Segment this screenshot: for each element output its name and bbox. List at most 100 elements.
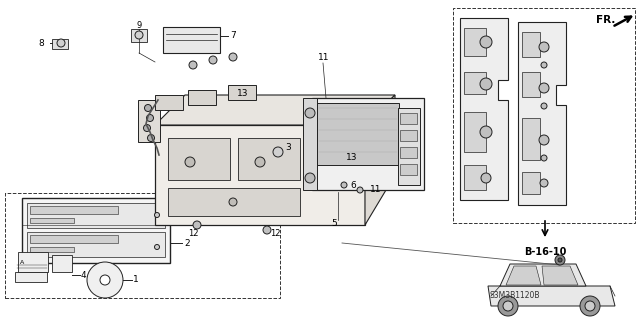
Circle shape bbox=[480, 126, 492, 138]
Text: 8: 8 bbox=[38, 39, 44, 48]
Text: 11: 11 bbox=[318, 54, 330, 63]
Circle shape bbox=[135, 31, 143, 39]
Circle shape bbox=[154, 212, 159, 218]
Circle shape bbox=[147, 135, 154, 142]
Circle shape bbox=[539, 83, 549, 93]
Circle shape bbox=[580, 296, 600, 316]
Polygon shape bbox=[365, 95, 395, 225]
Circle shape bbox=[57, 39, 65, 47]
Circle shape bbox=[503, 301, 513, 311]
Text: S3M3B1120B: S3M3B1120B bbox=[490, 291, 541, 300]
Text: 2: 2 bbox=[184, 239, 189, 248]
Circle shape bbox=[263, 226, 271, 234]
Circle shape bbox=[145, 105, 152, 112]
Bar bbox=[400, 147, 417, 158]
Text: 3: 3 bbox=[285, 144, 291, 152]
Bar bbox=[22, 198, 170, 263]
Text: 7: 7 bbox=[230, 32, 236, 41]
Text: 13: 13 bbox=[237, 88, 248, 98]
Text: 1: 1 bbox=[133, 276, 139, 285]
Circle shape bbox=[305, 108, 315, 118]
Circle shape bbox=[154, 244, 159, 249]
Text: 11: 11 bbox=[370, 186, 381, 195]
Circle shape bbox=[143, 124, 150, 131]
Bar bbox=[312, 98, 424, 190]
Bar bbox=[30, 206, 118, 214]
Bar bbox=[188, 90, 216, 105]
Circle shape bbox=[498, 296, 518, 316]
Circle shape bbox=[341, 182, 347, 188]
Circle shape bbox=[539, 42, 549, 52]
Bar bbox=[398, 108, 420, 185]
Bar bbox=[522, 72, 540, 97]
Polygon shape bbox=[303, 98, 317, 190]
Bar bbox=[52, 39, 68, 49]
Circle shape bbox=[147, 115, 154, 122]
Circle shape bbox=[541, 62, 547, 68]
Bar bbox=[400, 164, 417, 175]
Circle shape bbox=[193, 221, 201, 229]
Bar bbox=[163, 27, 220, 53]
Text: 13: 13 bbox=[346, 153, 358, 162]
Bar bbox=[30, 218, 74, 223]
Circle shape bbox=[87, 262, 123, 298]
Polygon shape bbox=[488, 286, 615, 306]
Bar bbox=[464, 28, 486, 56]
Circle shape bbox=[189, 61, 197, 69]
Circle shape bbox=[255, 157, 265, 167]
Circle shape bbox=[481, 173, 491, 183]
Circle shape bbox=[229, 53, 237, 61]
Polygon shape bbox=[500, 264, 586, 286]
Bar bbox=[131, 29, 147, 42]
Bar bbox=[522, 32, 540, 57]
Polygon shape bbox=[518, 22, 566, 205]
Bar bbox=[155, 95, 183, 110]
Bar bbox=[317, 103, 399, 165]
Circle shape bbox=[273, 147, 283, 157]
Text: FR.: FR. bbox=[596, 15, 616, 25]
Polygon shape bbox=[155, 95, 395, 125]
Bar bbox=[18, 252, 48, 272]
Circle shape bbox=[541, 103, 547, 109]
Text: A: A bbox=[20, 259, 24, 264]
Circle shape bbox=[480, 78, 492, 90]
Circle shape bbox=[585, 301, 595, 311]
Polygon shape bbox=[138, 100, 160, 142]
Circle shape bbox=[100, 275, 110, 285]
Bar bbox=[5, 193, 280, 298]
Text: 12: 12 bbox=[270, 229, 280, 239]
Circle shape bbox=[555, 255, 565, 265]
Circle shape bbox=[357, 187, 363, 193]
Polygon shape bbox=[460, 18, 508, 200]
Bar bbox=[155, 125, 365, 225]
Circle shape bbox=[185, 157, 195, 167]
Bar bbox=[464, 112, 486, 152]
Text: 5: 5 bbox=[331, 219, 337, 228]
Circle shape bbox=[305, 173, 315, 183]
Bar bbox=[464, 72, 486, 94]
Text: 9: 9 bbox=[136, 21, 141, 31]
Polygon shape bbox=[506, 266, 541, 285]
Circle shape bbox=[539, 135, 549, 145]
Circle shape bbox=[541, 155, 547, 161]
Circle shape bbox=[480, 36, 492, 48]
Bar bbox=[168, 188, 300, 216]
Bar bbox=[168, 138, 230, 180]
Text: B-16-10: B-16-10 bbox=[524, 247, 566, 257]
Text: 4: 4 bbox=[81, 271, 86, 279]
Bar bbox=[30, 235, 118, 243]
Bar bbox=[15, 272, 47, 282]
Circle shape bbox=[229, 198, 237, 206]
Circle shape bbox=[540, 179, 548, 187]
Bar bbox=[30, 247, 74, 252]
Bar bbox=[453, 8, 635, 223]
Text: 6: 6 bbox=[350, 181, 356, 189]
Bar bbox=[400, 130, 417, 141]
Bar bbox=[27, 232, 165, 257]
Polygon shape bbox=[542, 266, 578, 285]
Bar bbox=[52, 255, 72, 272]
Bar bbox=[522, 118, 540, 160]
Bar bbox=[228, 85, 256, 100]
Bar bbox=[238, 138, 300, 180]
Circle shape bbox=[558, 258, 562, 262]
